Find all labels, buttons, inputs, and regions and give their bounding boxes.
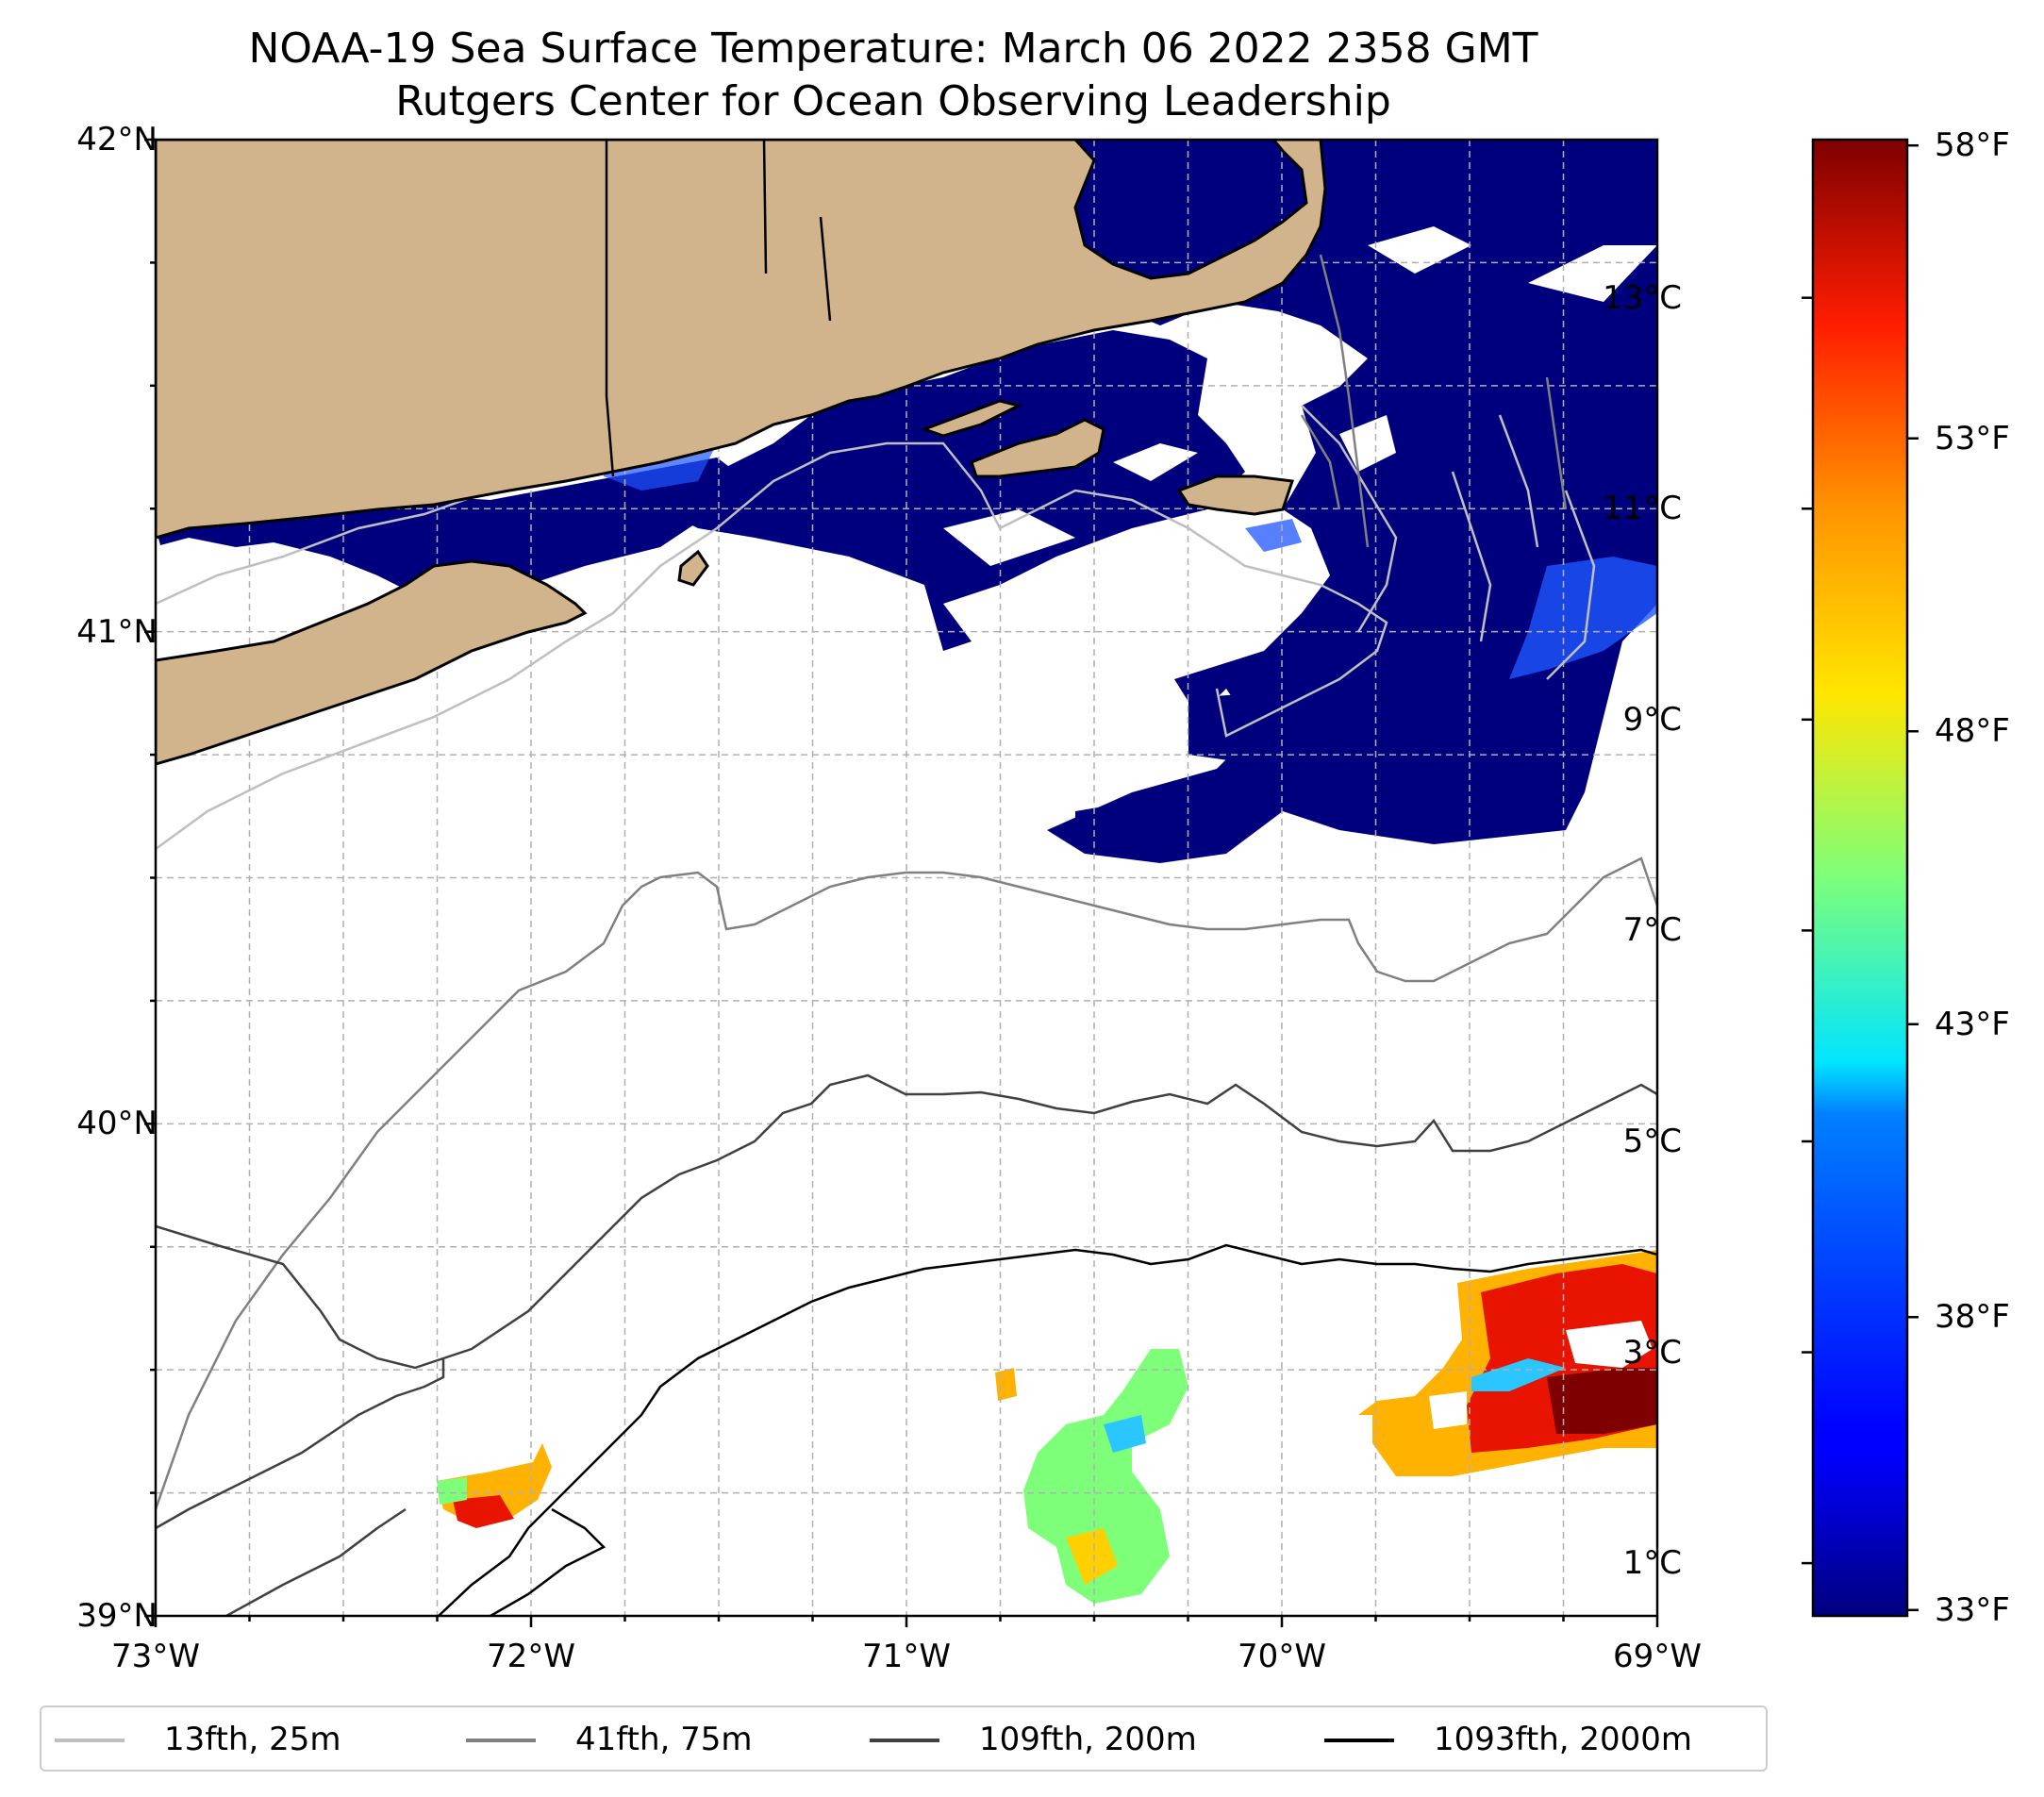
lat-tick-label: 41°N	[76, 612, 158, 651]
legend-label-2000m: 1093fth, 2000m	[1434, 1721, 1693, 1758]
celsius-tick-label: 11°C	[1602, 490, 1682, 528]
cloud-gap-2	[1368, 226, 1471, 274]
sst-patch-central-cool	[1104, 1415, 1146, 1453]
axis-ticks	[144, 138, 1659, 1627]
celsius-tick-label: 9°C	[1622, 700, 1682, 739]
cloud-gap-4	[943, 509, 1075, 566]
fahrenheit-tick-label: 43°F	[1935, 1005, 2010, 1043]
state-borders	[605, 140, 832, 477]
celsius-tick-label: 1°C	[1622, 1544, 1682, 1583]
legend-label-25m: 13fth, 25m	[164, 1721, 341, 1758]
legend-line-2000m	[1324, 1739, 1394, 1742]
sst-patch-cape-cod-shelf	[1000, 140, 1657, 863]
land	[156, 140, 1327, 766]
contour-2000m	[438, 1243, 1657, 1616]
colorbar-gradient	[1811, 138, 1909, 1618]
sst-patch-gulfstream-deep	[1547, 1368, 1657, 1434]
cloud-gap-1	[1113, 443, 1198, 481]
map-title: NOAA-19 Sea Surface Temperature: March 0…	[248, 25, 1538, 73]
lon-tick-label: 72°W	[487, 1638, 575, 1675]
sst-patch-shelf-east	[1509, 557, 1657, 679]
fahrenheit-tick-label: 33°F	[1935, 1590, 2010, 1629]
fahrenheit-tick-label: 38°F	[1935, 1298, 2010, 1337]
sst-patch-southeast-shelf	[1188, 693, 1377, 774]
sst-cold-field	[156, 140, 1657, 863]
contour-200m	[156, 1073, 1657, 1616]
sst-patch-long-island	[156, 458, 736, 613]
land-marthas-vineyard	[970, 418, 1105, 478]
sst-gap-gulfstream-2	[1429, 1391, 1467, 1429]
land-nantucket	[1176, 474, 1295, 516]
sst-patch-central	[1023, 1349, 1188, 1604]
celsius-tick-label: 13°C	[1602, 278, 1682, 317]
fahrenheit-tick-label: 53°F	[1935, 419, 2010, 458]
legend-line-200m	[870, 1739, 939, 1742]
legend-label-75m: 41fth, 75m	[575, 1721, 753, 1758]
sst-patch-nantucket	[1245, 519, 1302, 552]
lon-tick-label: 69°W	[1613, 1638, 1702, 1675]
colorbar-ticks	[1802, 143, 1919, 1612]
cloud-gap-3	[1528, 245, 1657, 302]
fahrenheit-tick-label: 58°F	[1935, 126, 2010, 165]
celsius-tick-label: 5°C	[1622, 1122, 1682, 1160]
contour-75m	[156, 254, 1657, 1510]
land-block-island	[677, 549, 709, 587]
lon-tick-label: 71°W	[862, 1638, 951, 1675]
contour-25m	[156, 405, 1596, 851]
legend-label-200m: 109fth, 200m	[979, 1721, 1197, 1758]
border-ri-ma	[819, 216, 832, 322]
land-long-island	[156, 559, 588, 766]
legend-line-75m	[466, 1739, 536, 1742]
celsius-tick-label: 7°C	[1622, 911, 1682, 950]
sst-warm-field	[437, 1250, 1657, 1604]
bathymetry-legend: 13fth, 25m 41fth, 75m 109fth, 200m 1093f…	[40, 1705, 1768, 1772]
sst-patch-central-small	[995, 1368, 1017, 1401]
legend-line-25m	[55, 1739, 125, 1742]
sst-gap-gulfstream	[1566, 1321, 1653, 1368]
bathymetry-contours	[156, 254, 1657, 1616]
lon-tick-label: 70°W	[1238, 1638, 1326, 1675]
land-elizabeth-islands	[920, 399, 1023, 438]
lat-tick-label: 39°N	[76, 1597, 158, 1635]
fahrenheit-tick-label: 48°F	[1935, 712, 2010, 751]
sst-patch-west-edge	[437, 1477, 467, 1505]
celsius-tick-label: 3°C	[1622, 1333, 1682, 1372]
map-subtitle: Rutgers Center for Ocean Observing Leade…	[395, 77, 1391, 125]
border-ny-ct	[605, 140, 615, 477]
sst-patch-gulfstream-cool-tongue	[1471, 1358, 1566, 1391]
lon-tick-label: 73°W	[111, 1638, 200, 1675]
sst-patch-west-core	[453, 1495, 514, 1528]
sst-patch-ri-coast	[660, 330, 1245, 651]
land-new-england	[156, 140, 1327, 540]
sst-patch-offshore-west	[1075, 802, 1141, 835]
sst-patch-central-warm	[1066, 1528, 1118, 1585]
border-ct-ri	[762, 140, 768, 275]
lat-tick-label: 42°N	[76, 121, 158, 158]
lat-tick-label: 40°N	[76, 1105, 158, 1143]
